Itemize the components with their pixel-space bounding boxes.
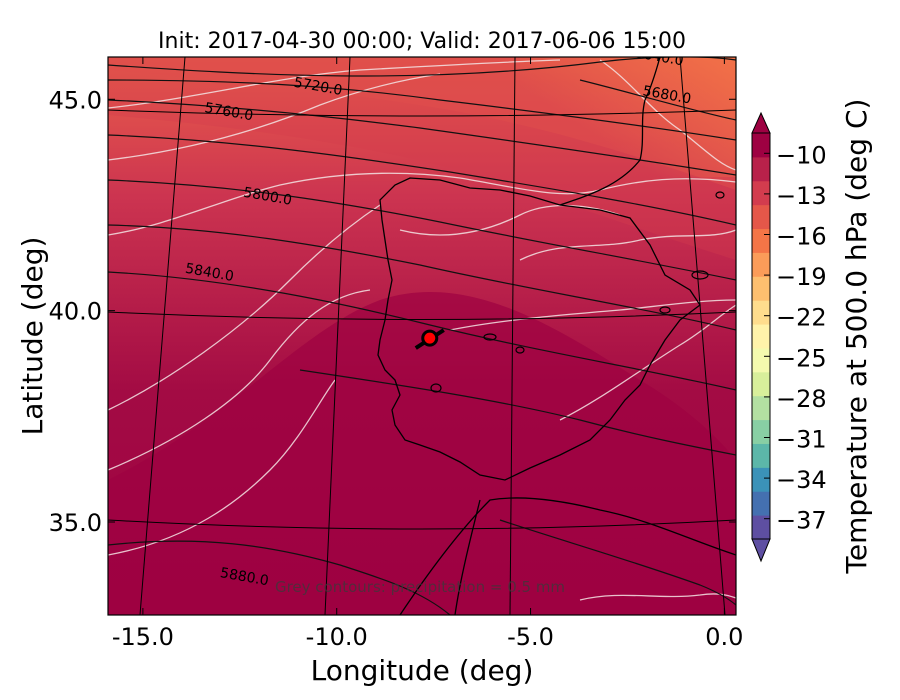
colorbar-frame <box>751 132 771 540</box>
coastlines <box>377 57 736 615</box>
colorbar-tick-label: −28 <box>776 385 827 413</box>
height-contour <box>108 540 451 615</box>
precipitation-note: Grey contours: precipitation = 0.5 mm <box>275 578 565 596</box>
colorbar-segment <box>752 467 770 492</box>
colorbar-tick-label: −10 <box>776 141 827 169</box>
colorbar-extend-max <box>751 111 771 134</box>
colorbar-segment <box>752 276 770 301</box>
temperature-contour <box>579 593 736 601</box>
graticule-parallel <box>108 311 736 320</box>
colorbar-label: Temperature at 500.0 hPa (deg C) <box>840 99 873 575</box>
height-contour <box>108 57 736 77</box>
y-tick-label: 40.0 <box>49 298 102 326</box>
graticule-meridian <box>679 57 726 615</box>
y-tick-label: 35.0 <box>49 509 102 537</box>
colorbar-tick-label: −22 <box>776 304 827 332</box>
temperature-contour <box>559 304 736 421</box>
coastline-africa-inland <box>454 499 481 615</box>
colorbar-tick-label: −37 <box>776 507 827 535</box>
temperature-contours <box>108 59 736 601</box>
temperature-contour <box>108 172 736 236</box>
height-contour <box>108 99 736 176</box>
colorbar-segment <box>752 395 770 421</box>
colorbar-segment <box>752 133 770 158</box>
temperature-contour <box>399 204 621 236</box>
colorbar-segment <box>752 180 770 206</box>
colorbar-segment <box>752 347 770 373</box>
colorbar-segment <box>752 300 770 325</box>
islands <box>430 191 725 393</box>
x-tick-label: -10.0 <box>306 623 368 651</box>
colorbar-tick-label: −34 <box>776 466 827 494</box>
height-contour <box>108 271 736 391</box>
coastline-france <box>559 57 661 206</box>
height-contour <box>108 224 736 331</box>
height-contour <box>579 79 736 121</box>
temperature-contour <box>599 59 736 171</box>
height-contours <box>108 57 736 615</box>
colorbar-segment <box>752 204 770 230</box>
colorbar-tick-label: −19 <box>776 263 827 291</box>
colorbar-tick-label: −25 <box>776 344 827 372</box>
graticule <box>108 57 736 615</box>
x-axis-label: Longitude (deg) <box>311 654 534 687</box>
graticule-parallel <box>108 109 736 117</box>
figure-title: Init: 2017-04-30 00:00; Valid: 2017-06-0… <box>158 29 686 54</box>
height-contour <box>108 79 736 141</box>
colorbar-segment <box>752 371 770 397</box>
colorbar-extend-min <box>751 538 771 563</box>
graticule-meridian <box>324 57 351 615</box>
y-axis-label: Latitude (deg) <box>16 237 49 436</box>
temperature-contour <box>108 73 441 161</box>
colorbar-segment <box>752 515 770 540</box>
height-contour <box>108 179 736 281</box>
height-contour <box>299 369 736 456</box>
x-tick-label: -5.0 <box>507 623 554 651</box>
colorbar: −10 −13 −16 −19 −22 −25 −28 −31 −34 −37 <box>751 111 827 563</box>
colorbar-segment <box>752 228 770 253</box>
coastline-africa <box>399 497 736 615</box>
colorbar-segment <box>752 419 770 444</box>
x-tick-label: 0.0 <box>705 623 743 651</box>
y-tick-label: 45.0 <box>49 86 102 114</box>
graticule-parallel <box>108 519 736 530</box>
temperature-contour <box>108 59 561 109</box>
colorbar-tick-label: −31 <box>776 426 827 454</box>
y-axis-ticks: 35.0 40.0 45.0 <box>49 86 736 537</box>
colorbar-segment <box>752 443 770 468</box>
temperature-contour <box>449 299 736 331</box>
x-tick-label: -15.0 <box>112 623 174 651</box>
colorbar-segment <box>752 324 770 349</box>
temperature-band-cold <box>108 291 736 615</box>
x-axis-ticks: -15.0 -10.0 -5.0 0.0 <box>112 57 743 651</box>
location-marker <box>414 328 445 350</box>
location-marker-dot <box>421 329 439 347</box>
temperature-contour <box>108 379 336 556</box>
graticule-meridian <box>509 57 516 615</box>
temperature-ne-max <box>520 57 736 177</box>
colorbar-segment <box>752 252 770 277</box>
colorbar-tick-label: −16 <box>776 223 827 251</box>
colorbar-tick-label: −13 <box>776 182 827 210</box>
height-contour <box>108 134 736 226</box>
colorbar-segment <box>752 156 770 182</box>
map-frame <box>107 56 737 616</box>
colorbar-segment <box>752 491 770 516</box>
temperature-contour <box>519 229 736 261</box>
temperature-contour <box>108 204 381 411</box>
height-contour <box>499 519 736 606</box>
